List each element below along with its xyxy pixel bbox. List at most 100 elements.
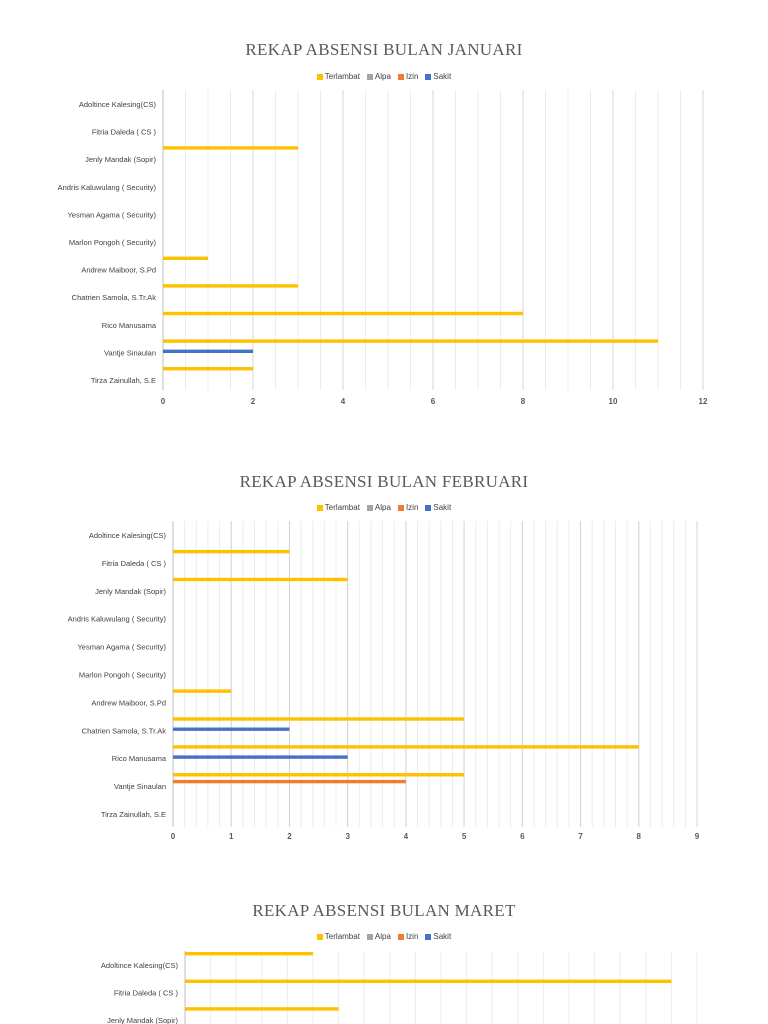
x-tick-label: 6: [520, 832, 525, 841]
x-tick-label: 4: [341, 397, 346, 406]
x-tick-label: 2: [251, 397, 256, 406]
x-tick-label: 6: [431, 397, 436, 406]
legend-label: Alpa: [374, 932, 391, 941]
bar-terlambat: [163, 256, 208, 260]
category-label: Chatrien Samola, S.Tr.Ak: [72, 293, 157, 302]
category-label: Andrew Maiboor, S.Pd: [81, 266, 156, 275]
chart-title: REKAP ABSENSI BULAN JANUARI: [245, 40, 523, 59]
legend-swatch: [397, 73, 404, 80]
category-label: Adoltince Kalesing(CS): [79, 100, 157, 109]
category-label: Marlon Pongoh ( Security): [69, 238, 157, 247]
x-tick-label: 5: [462, 832, 467, 841]
legend-label: Terlambat: [324, 72, 360, 81]
legend-label: Terlambat: [324, 503, 360, 512]
chart-title: REKAP ABSENSI BULAN MARET: [252, 901, 516, 920]
x-tick-label: 0: [161, 397, 166, 406]
bar-sakit: [163, 349, 253, 353]
category-label: Marlon Pongoh ( Security): [79, 671, 167, 680]
x-tick-label: 0: [171, 832, 176, 841]
legend-swatch: [425, 933, 432, 940]
category-label: Jenly Mandak (Sopir): [95, 587, 166, 596]
legend-label: Sakit: [433, 932, 452, 941]
legend-swatch: [425, 504, 432, 511]
chart-title: REKAP ABSENSI BULAN FEBRUARI: [239, 472, 529, 491]
legend-swatch: [397, 504, 404, 511]
legend-swatch: [366, 73, 373, 80]
chart-legend: Terlambat Alpa Izin Sakit: [0, 72, 768, 81]
x-tick-label: 8: [521, 397, 526, 406]
category-label: Rico Manusama: [112, 754, 167, 763]
bar-terlambat: [173, 549, 290, 554]
legend-label: Izin: [405, 932, 419, 941]
legend-item-alpa: Alpa: [366, 72, 391, 81]
bar-terlambat: [173, 717, 465, 721]
bar-terlambat: [163, 146, 298, 150]
bar-terlambat: [173, 745, 639, 749]
chart-legend: Terlambat Alpa Izin Sakit: [0, 932, 768, 941]
bar-terlambat: [185, 979, 672, 983]
bar-terlambat: [163, 339, 658, 343]
legend-item-sakit: Sakit: [425, 72, 451, 81]
legend-item-sakit: Sakit: [425, 503, 451, 512]
legend-swatch: [366, 504, 373, 511]
legend-item-terlambat: Terlambat: [316, 503, 360, 512]
legend-label: Sakit: [433, 72, 452, 81]
x-tick-label: 4: [404, 832, 409, 841]
category-label: Adoltince Kalesing(CS): [89, 531, 167, 540]
legend-swatch: [397, 933, 404, 940]
x-tick-label: 12: [699, 397, 708, 406]
bar-terlambat: [173, 689, 232, 693]
legend-swatch: [316, 504, 323, 511]
legend-swatch: [366, 933, 373, 940]
bar-terlambat: [173, 773, 465, 777]
category-label: Chatrien Samola, S.Tr.Ak: [82, 726, 167, 735]
category-label: Rico Manusama: [102, 321, 157, 330]
bar-terlambat: [185, 952, 313, 956]
legend-item-terlambat: Terlambat: [316, 932, 360, 941]
legend-swatch: [316, 933, 323, 940]
legend-item-alpa: Alpa: [366, 503, 391, 512]
x-tick-label: 2: [287, 832, 292, 841]
legend-item-alpa: Alpa: [366, 932, 391, 941]
x-tick-label: 7: [578, 832, 583, 841]
category-label: Andrew Maiboor, S.Pd: [91, 698, 166, 707]
bar-terlambat: [173, 577, 348, 582]
category-label: Fitria Daleda ( CS ): [92, 128, 157, 137]
bar-plot: 0 2 4 6 8 10 12 Adoltince Kalesing(CS) Fitria Da…: [58, 90, 708, 406]
legend-label: Izin: [405, 503, 419, 512]
category-label: Tirza Zainullah, S.E: [101, 810, 166, 819]
legend-swatch: [425, 73, 432, 80]
legend-label: Terlambat: [324, 932, 360, 941]
category-label: Fitria Daleda ( CS ): [102, 559, 167, 568]
category-label: Vantje Sinaulan: [104, 348, 156, 357]
category-label: Andris Kaluwulang ( Security): [68, 615, 167, 624]
category-label: Jenly Mandak (Sopir): [85, 155, 156, 164]
category-label: Andris Kaluwulang ( Security): [58, 183, 157, 192]
bar-terlambat: [163, 284, 298, 288]
legend-item-izin: Izin: [397, 932, 419, 941]
legend-item-terlambat: Terlambat: [316, 72, 360, 81]
category-label: Yesman Agama ( Security): [77, 643, 166, 652]
legend-label: Alpa: [374, 503, 391, 512]
category-label: Yesman Agama ( Security): [67, 210, 156, 219]
bar-terlambat: [185, 1007, 339, 1011]
x-tick-label: 10: [609, 397, 618, 406]
category-label: Jenly Mandak (Sopir): [107, 1016, 178, 1024]
bar-terlambat: [163, 367, 253, 371]
bar-terlambat: [163, 311, 523, 316]
x-tick-label: 1: [229, 832, 234, 841]
bar-izin: [173, 779, 406, 784]
bar-sakit: [173, 755, 348, 759]
legend-item-sakit: Sakit: [425, 932, 451, 941]
bar-plot: 0 1 2 3 4 5 6 7 8 9 Adoltince Kalesing(CS) Fitria D…: [68, 521, 700, 841]
category-label: Tirza Zainullah, S.E: [91, 376, 156, 385]
legend-label: Alpa: [374, 72, 391, 81]
category-label: Fitria Daleda ( CS ): [114, 989, 179, 998]
x-tick-label: 9: [695, 832, 700, 841]
legend-label: Sakit: [433, 503, 452, 512]
bar-sakit: [173, 727, 290, 731]
legend-label: Izin: [405, 72, 419, 81]
legend-swatch: [316, 73, 323, 80]
chart-legend: Terlambat Alpa Izin Sakit: [0, 503, 768, 512]
